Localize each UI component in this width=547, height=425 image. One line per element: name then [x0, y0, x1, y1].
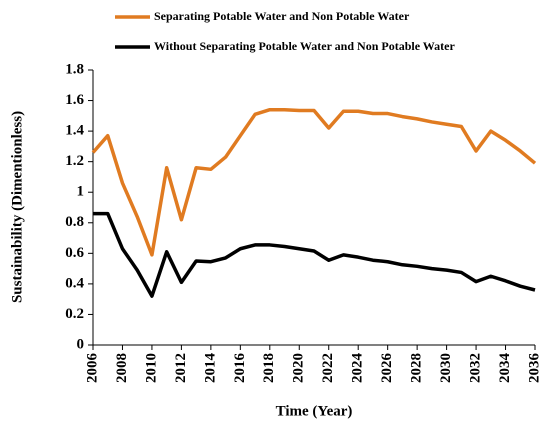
x-tick-label: 2016 — [232, 353, 248, 384]
y-tick-label: 1.2 — [65, 153, 84, 169]
legend-label: Separating Potable Water and Non Potable… — [154, 9, 410, 23]
x-tick-label: 2012 — [173, 353, 189, 383]
y-axis-title: Sustainability (Dimentionless) — [9, 111, 25, 303]
x-tick-label: 2010 — [143, 353, 159, 383]
series-line — [91, 107, 537, 257]
x-tick-label: 2018 — [261, 353, 277, 383]
y-tick-label: 0.4 — [65, 275, 84, 291]
x-tick-label: 2020 — [291, 353, 307, 383]
y-tick-label: 0.6 — [65, 245, 84, 261]
legend-label: Without Separating Potable Water and Non… — [154, 39, 455, 53]
x-tick-label: 2030 — [438, 353, 454, 383]
x-tick-label: 2028 — [409, 353, 425, 383]
x-tick-label: 2014 — [202, 353, 218, 384]
y-tick-label: 1 — [77, 184, 85, 200]
y-tick-label: 1.6 — [65, 92, 84, 108]
series-line — [93, 211, 536, 298]
x-tick-label: 2006 — [84, 353, 100, 384]
y-tick-label: 0.8 — [65, 214, 84, 230]
y-tick-label: 0.2 — [65, 306, 84, 322]
x-tick-label: 2026 — [379, 353, 395, 384]
x-tick-label: 2022 — [320, 353, 336, 383]
x-tick-label: 2036 — [526, 353, 542, 384]
x-tick-label: 2034 — [497, 353, 513, 384]
x-tick-label: 2024 — [350, 353, 366, 384]
y-tick-label: 1.8 — [65, 61, 84, 77]
y-tick-label: 1.4 — [65, 123, 84, 139]
y-tick-label: 0 — [77, 336, 85, 352]
x-axis-title: Time (Year) — [276, 403, 353, 419]
x-tick-label: 2008 — [114, 353, 130, 383]
x-tick-label: 2032 — [468, 353, 484, 383]
